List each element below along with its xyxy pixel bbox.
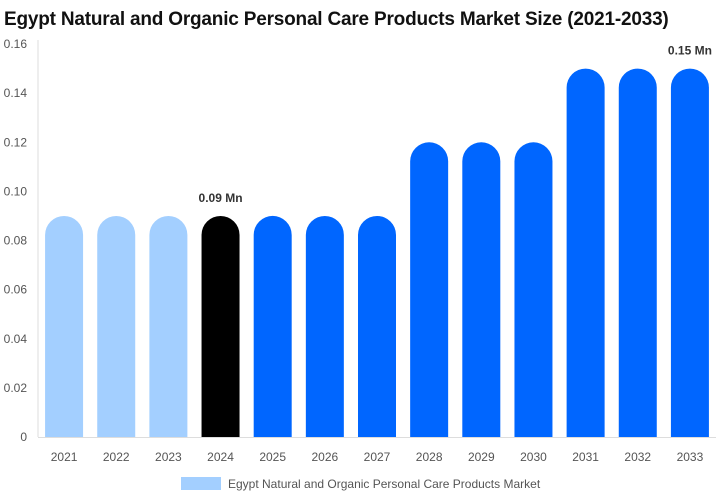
data-label: 0.09 Mn xyxy=(199,191,243,205)
bar-2021 xyxy=(45,215,84,437)
y-tick-label: 0.10 xyxy=(4,184,28,198)
bar-2023 xyxy=(149,215,188,437)
legend-swatch xyxy=(181,477,221,490)
bar-2027 xyxy=(358,215,396,437)
bar-2028 xyxy=(410,142,449,437)
y-tick-label: 0.12 xyxy=(4,135,28,149)
y-tick-label: 0.14 xyxy=(4,86,28,100)
y-tick-label: 0 xyxy=(20,430,27,444)
x-tick-label: 2033 xyxy=(677,450,704,464)
x-tick-label: 2022 xyxy=(103,450,130,464)
x-tick-label: 2029 xyxy=(468,450,495,464)
x-tick-label: 2028 xyxy=(416,450,443,464)
x-tick-label: 2024 xyxy=(207,450,234,464)
x-tick-label: 2021 xyxy=(51,450,78,464)
x-tick-label: 2031 xyxy=(572,450,599,464)
bar-2029 xyxy=(462,142,501,437)
x-tick-label: 2032 xyxy=(624,450,651,464)
bar-2025 xyxy=(253,215,292,437)
x-tick-label: 2027 xyxy=(364,450,391,464)
y-tick-label: 0.08 xyxy=(4,234,28,248)
bar-2026 xyxy=(305,215,344,437)
y-tick-label: 0.16 xyxy=(4,37,28,51)
bar-2030 xyxy=(514,142,553,437)
x-tick-label: 2030 xyxy=(520,450,547,464)
legend-label: Egypt Natural and Organic Personal Care … xyxy=(228,477,541,491)
data-label: 0.15 Mn xyxy=(668,44,712,58)
bar-2031 xyxy=(566,68,605,437)
y-tick-label: 0.04 xyxy=(4,332,28,346)
bar-2033 xyxy=(670,68,709,437)
y-tick-label: 0.06 xyxy=(4,283,28,297)
bar-2022 xyxy=(97,215,136,437)
x-tick-label: 2026 xyxy=(311,450,338,464)
x-tick-label: 2023 xyxy=(155,450,182,464)
bar-2032 xyxy=(618,68,657,437)
bar-2024 xyxy=(201,215,240,437)
chart-title: Egypt Natural and Organic Personal Care … xyxy=(4,9,669,30)
x-tick-label: 2025 xyxy=(259,450,286,464)
y-tick-label: 0.02 xyxy=(4,381,28,395)
